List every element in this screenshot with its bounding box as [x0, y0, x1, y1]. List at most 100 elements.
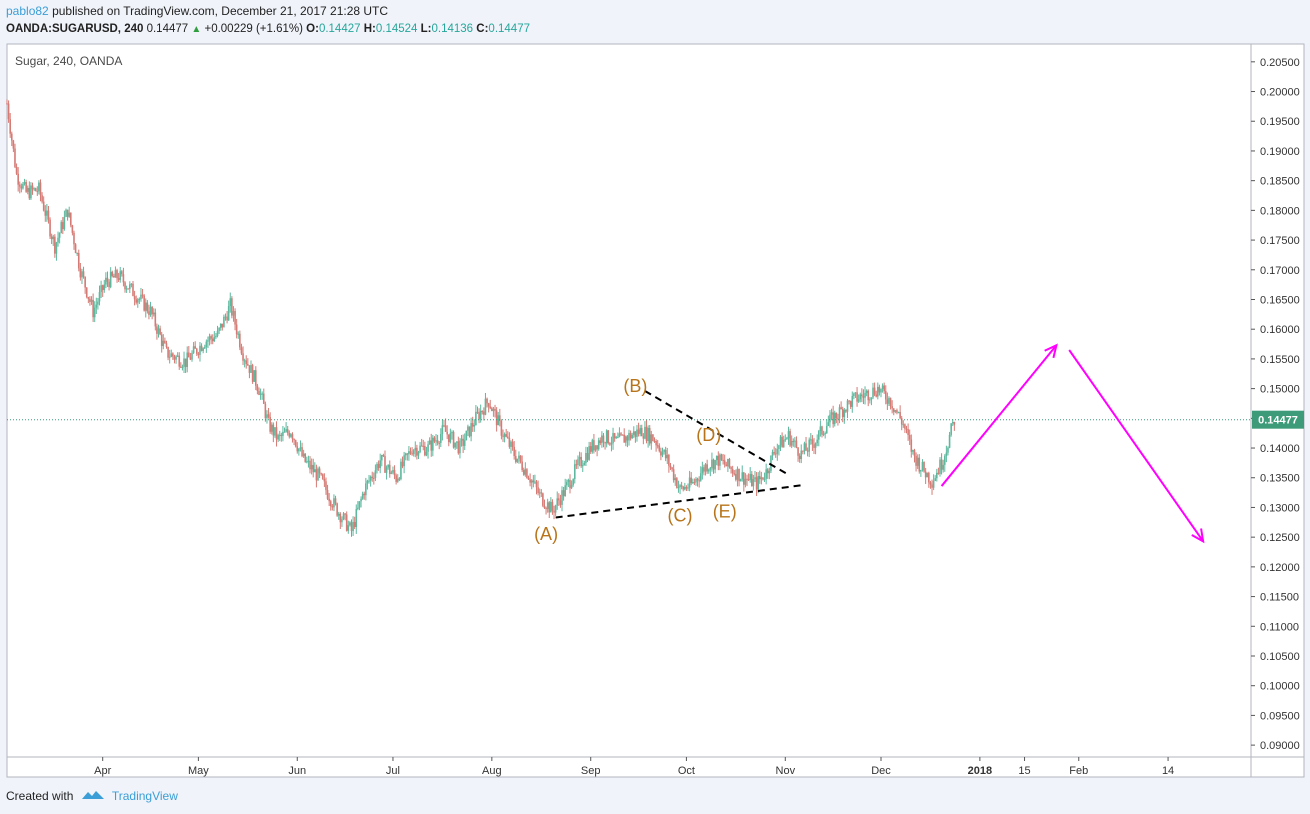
y-tick-label: 0.11000: [1260, 621, 1299, 633]
candle-body: [85, 287, 88, 298]
projection-arrowhead: [1044, 343, 1058, 359]
candle-body: [806, 450, 809, 452]
candle-body: [237, 333, 240, 335]
candle-body: [704, 464, 707, 472]
candle-body: [232, 311, 235, 316]
tradingview-link[interactable]: TradingView: [111, 789, 178, 803]
candle-body: [270, 424, 273, 432]
candle-body: [653, 440, 656, 442]
candle-body: [278, 434, 281, 436]
candle-body: [360, 498, 362, 502]
y-tick-label: 0.09500: [1260, 710, 1300, 722]
candle-body: [369, 476, 372, 481]
candle-body: [417, 451, 420, 456]
candle-body: [897, 412, 900, 414]
candle-body: [824, 433, 826, 435]
candle-body: [763, 478, 766, 480]
candle-body: [841, 408, 844, 418]
y-tick-label: 0.13000: [1260, 502, 1300, 514]
author-link[interactable]: pablo82: [6, 4, 49, 18]
candle-body: [315, 469, 318, 481]
candle-body: [328, 498, 330, 502]
candle-body: [347, 525, 350, 531]
candle-body: [505, 434, 507, 437]
candle-body: [172, 353, 174, 357]
candle-body: [365, 483, 367, 496]
candle-body: [462, 438, 464, 446]
candle-body: [489, 406, 492, 409]
high-value: 0.14524: [375, 23, 418, 35]
candle-body: [98, 292, 101, 302]
plot-area[interactable]: [6, 43, 1252, 758]
candle-body: [100, 285, 102, 293]
candle-body: [18, 184, 21, 187]
candle-body: [309, 460, 311, 470]
candle-body: [500, 421, 503, 436]
candle-body: [390, 472, 393, 474]
candle-body: [184, 358, 187, 368]
y-tick-label: 0.12500: [1260, 532, 1300, 544]
candle-body: [478, 412, 480, 420]
candle-body: [396, 478, 399, 482]
candle-body: [253, 370, 256, 382]
candle-body: [899, 412, 901, 419]
candle-body: [499, 415, 501, 422]
candle-body: [656, 445, 659, 447]
candle-body: [374, 470, 377, 478]
candle-body: [861, 394, 863, 397]
candle-body: [625, 436, 627, 443]
price-change: +0.00229 (+1.61%): [204, 23, 303, 35]
candle-body: [92, 299, 94, 318]
x-tick-label: May: [188, 765, 209, 777]
candle-body: [97, 301, 99, 305]
candle-body: [774, 453, 777, 455]
y-tick-label: 0.10500: [1260, 651, 1300, 663]
candle-body: [140, 294, 142, 300]
candle-body: [690, 477, 692, 484]
candle-body: [216, 330, 219, 336]
price-chart[interactable]: Sugar, 240, OANDA 0.090000.095000.100000…: [0, 0, 1310, 780]
candle-body: [361, 493, 364, 499]
candle-body: [168, 356, 171, 358]
candle-body: [506, 436, 509, 438]
candle-body: [728, 458, 731, 468]
candle-body: [660, 451, 662, 456]
candle-body: [760, 477, 763, 480]
candle-body: [924, 471, 927, 478]
candle-body: [189, 357, 192, 360]
candle-body: [388, 464, 391, 474]
publish-line: pablo82 published on TradingView.com, De…: [6, 4, 388, 18]
candle-body: [853, 393, 855, 396]
candle-body: [864, 392, 866, 398]
candle-body: [28, 187, 31, 199]
wave-label: (C): [668, 506, 693, 526]
candle-body: [669, 465, 672, 468]
candle-body: [596, 445, 598, 450]
candle-body: [542, 493, 544, 506]
candle-body: [460, 438, 463, 441]
candle-body: [530, 480, 533, 483]
price-axis[interactable]: [1250, 43, 1305, 758]
candle-body: [288, 432, 291, 437]
candle-body: [47, 210, 50, 220]
candle-body: [857, 399, 860, 402]
candle-body: [261, 393, 263, 395]
candle-body: [345, 514, 348, 531]
candle-body: [50, 236, 53, 240]
candle-body: [661, 452, 664, 456]
candle-body: [684, 487, 686, 490]
y-tick-label: 0.11500: [1260, 592, 1299, 604]
candle-body: [534, 481, 536, 483]
candle-body: [908, 434, 911, 440]
candle-body: [856, 392, 858, 402]
candle-body: [194, 346, 196, 349]
candle-body: [74, 244, 77, 254]
x-tick-label: 15: [1018, 765, 1030, 777]
candle-body: [30, 185, 32, 199]
candle-body: [6, 103, 8, 105]
candle-body: [277, 435, 279, 440]
candle-body: [234, 311, 236, 325]
candle-body: [521, 461, 523, 471]
candle-body: [307, 460, 310, 462]
candle-body: [733, 473, 736, 475]
